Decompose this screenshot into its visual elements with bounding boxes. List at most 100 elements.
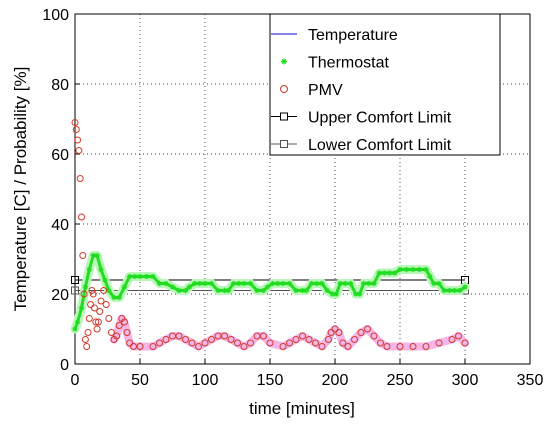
pmv-point [156, 339, 163, 347]
pmv-point [93, 325, 101, 333]
thermostat-point [83, 284, 88, 290]
legend-item: Temperature [271, 27, 398, 44]
y-tick-label: 60 [51, 147, 69, 164]
thermostat-point [447, 288, 452, 293]
legend-label: Thermostat [308, 55, 389, 72]
pmv-point [351, 336, 358, 343]
x-tick-label: 250 [387, 372, 414, 389]
thermostat-point [197, 281, 203, 286]
pmv-point [377, 339, 384, 347]
pmv-point [76, 175, 84, 182]
pmv-point [94, 318, 102, 326]
pmv-point [292, 336, 300, 343]
thermostat-point [366, 281, 372, 286]
y-tick-label: 40 [51, 217, 69, 234]
pmv-point [83, 343, 91, 350]
thermostat-point [457, 288, 463, 293]
pmv-point [339, 339, 347, 347]
thermostat-point [209, 281, 214, 286]
thermostat-point [304, 288, 309, 293]
y-axis-label: Temperature [C] / Probability [%] [11, 67, 30, 312]
pmv-point [344, 343, 352, 350]
pmv-point [461, 339, 469, 347]
y-tick-label: 100 [42, 7, 69, 24]
thermostat-point [427, 274, 433, 279]
thermostat-point [231, 281, 236, 286]
pmv-point [72, 126, 80, 133]
pmv-point [75, 147, 83, 154]
thermostat-point [436, 281, 442, 286]
pmv-point [327, 329, 335, 336]
pmv-point [312, 339, 319, 347]
thermostat-point [94, 253, 100, 258]
pmv-point [100, 287, 108, 294]
legend-box [269, 13, 501, 156]
legend-label: PMV [308, 82, 343, 99]
pmv-point [201, 339, 209, 347]
legend-item: Lower Comfort Limit [271, 137, 452, 154]
thermostat-point [361, 281, 366, 286]
upper-limit-marker [71, 276, 79, 284]
thermostat-point [98, 267, 104, 272]
pmv-point [74, 136, 82, 144]
pmv-point [175, 332, 183, 340]
thermostat-point [397, 267, 403, 272]
pmv-point [364, 325, 371, 333]
thermostat-point [183, 288, 188, 293]
thermostat-point [334, 291, 339, 297]
pmv-point [435, 339, 443, 347]
pmv-point [84, 329, 92, 336]
thermostat-point [176, 288, 182, 293]
pmv-point [91, 304, 98, 312]
pmv-point [188, 339, 196, 347]
x-tick-label: 300 [452, 372, 479, 389]
thermostat-point [309, 281, 314, 286]
legend-circle-icon [280, 85, 288, 93]
thermostat-point [222, 288, 227, 293]
pmv-point [357, 329, 365, 336]
pmv-point [195, 343, 202, 350]
pmv-point [89, 290, 97, 298]
thermostat-point [337, 281, 343, 286]
thermostat-point [106, 288, 112, 293]
thermostat-point [353, 291, 359, 297]
pmv-point [260, 332, 267, 340]
x-tick-label: 200 [322, 372, 349, 389]
pmv-point [409, 343, 417, 350]
pmv-point [208, 336, 215, 343]
thermostat-point [441, 288, 447, 293]
pmv-series [71, 119, 469, 351]
thermostat-point [137, 274, 143, 279]
thermostat-line [73, 254, 466, 330]
pmv-point [123, 329, 131, 336]
pmv-point [247, 339, 254, 347]
pmv-point [71, 119, 79, 126]
thermostat-point [87, 267, 92, 272]
thermostat-point [431, 281, 437, 286]
y-tick-label: 0 [60, 357, 69, 374]
pmv-point [455, 332, 462, 340]
thermostat-point [132, 274, 138, 279]
legend-item: PMV [280, 82, 343, 99]
pmv-point [79, 252, 87, 259]
pmv-point [279, 343, 287, 350]
pmv-point [383, 343, 391, 350]
legend-square-icon [280, 112, 288, 121]
thermostat-point [254, 288, 260, 293]
thermostat-point [314, 281, 320, 286]
legend-square-icon [280, 140, 288, 148]
thermostat-point [150, 274, 156, 279]
x-axis-label: time [minutes] [249, 399, 355, 418]
thermostat-point [202, 281, 208, 286]
thermostat-point [392, 270, 398, 276]
pmv-point [266, 339, 274, 347]
thermostat-point [236, 281, 242, 286]
pmv-point [115, 322, 123, 329]
pmv-point [87, 301, 95, 308]
x-tick-label: 100 [192, 372, 219, 389]
pmv-point [227, 336, 235, 343]
thermostat-point [417, 267, 422, 272]
legend-star-icon [281, 58, 287, 65]
legend-item: Thermostat [281, 55, 389, 72]
thermostat-point [163, 281, 169, 286]
